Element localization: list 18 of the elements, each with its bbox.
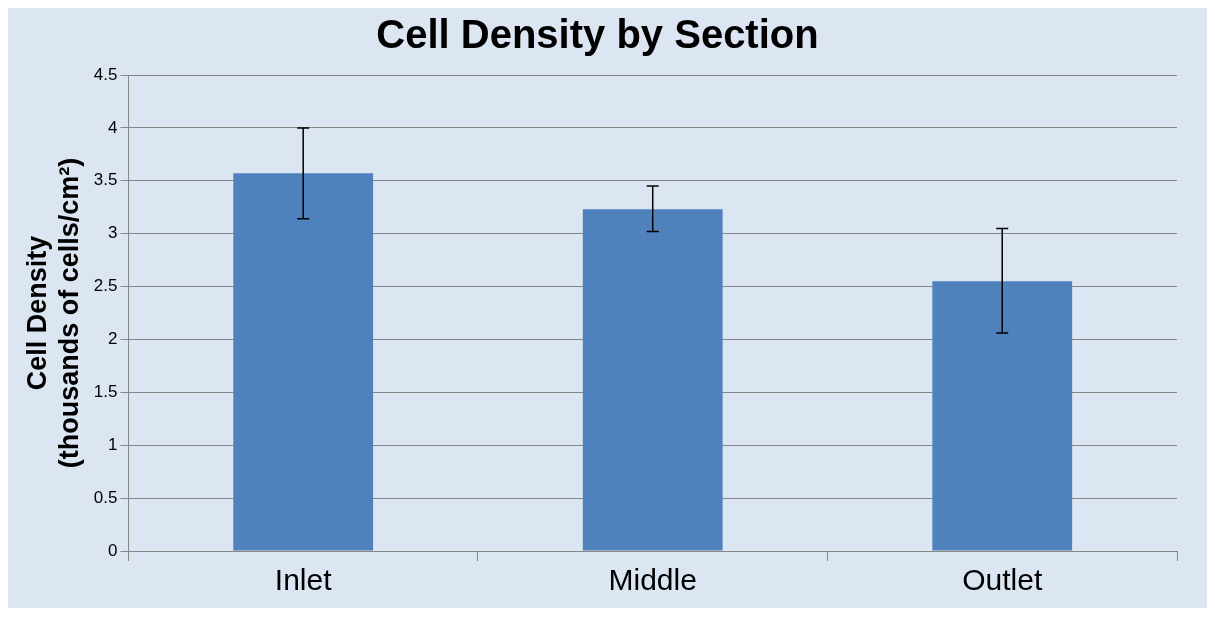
x-tick-label: Outlet: [962, 563, 1043, 597]
y-tick-label: 4.5: [93, 64, 118, 84]
y-tick-label: 2: [107, 329, 118, 349]
y-tick-label: 1.5: [93, 382, 118, 402]
y-tick-label: 2.5: [93, 276, 118, 296]
y-tick-label: 3: [107, 223, 118, 243]
y-tick-label: 1: [107, 434, 118, 454]
y-tick-label: 0.5: [93, 487, 118, 507]
y-tick-label: 4: [107, 117, 118, 137]
y-axis-title: Cell Density (thousands of cells/cm²): [21, 157, 85, 469]
chart-title: Cell Density by Section: [376, 12, 819, 57]
x-tick-label: Middle: [608, 563, 697, 597]
x-tick-label: Inlet: [274, 563, 333, 597]
bar: [582, 209, 723, 551]
y-tick-label: 0: [107, 540, 118, 560]
bar: [233, 173, 374, 551]
y-tick-label: 3.5: [93, 170, 118, 190]
bar: [932, 281, 1073, 551]
